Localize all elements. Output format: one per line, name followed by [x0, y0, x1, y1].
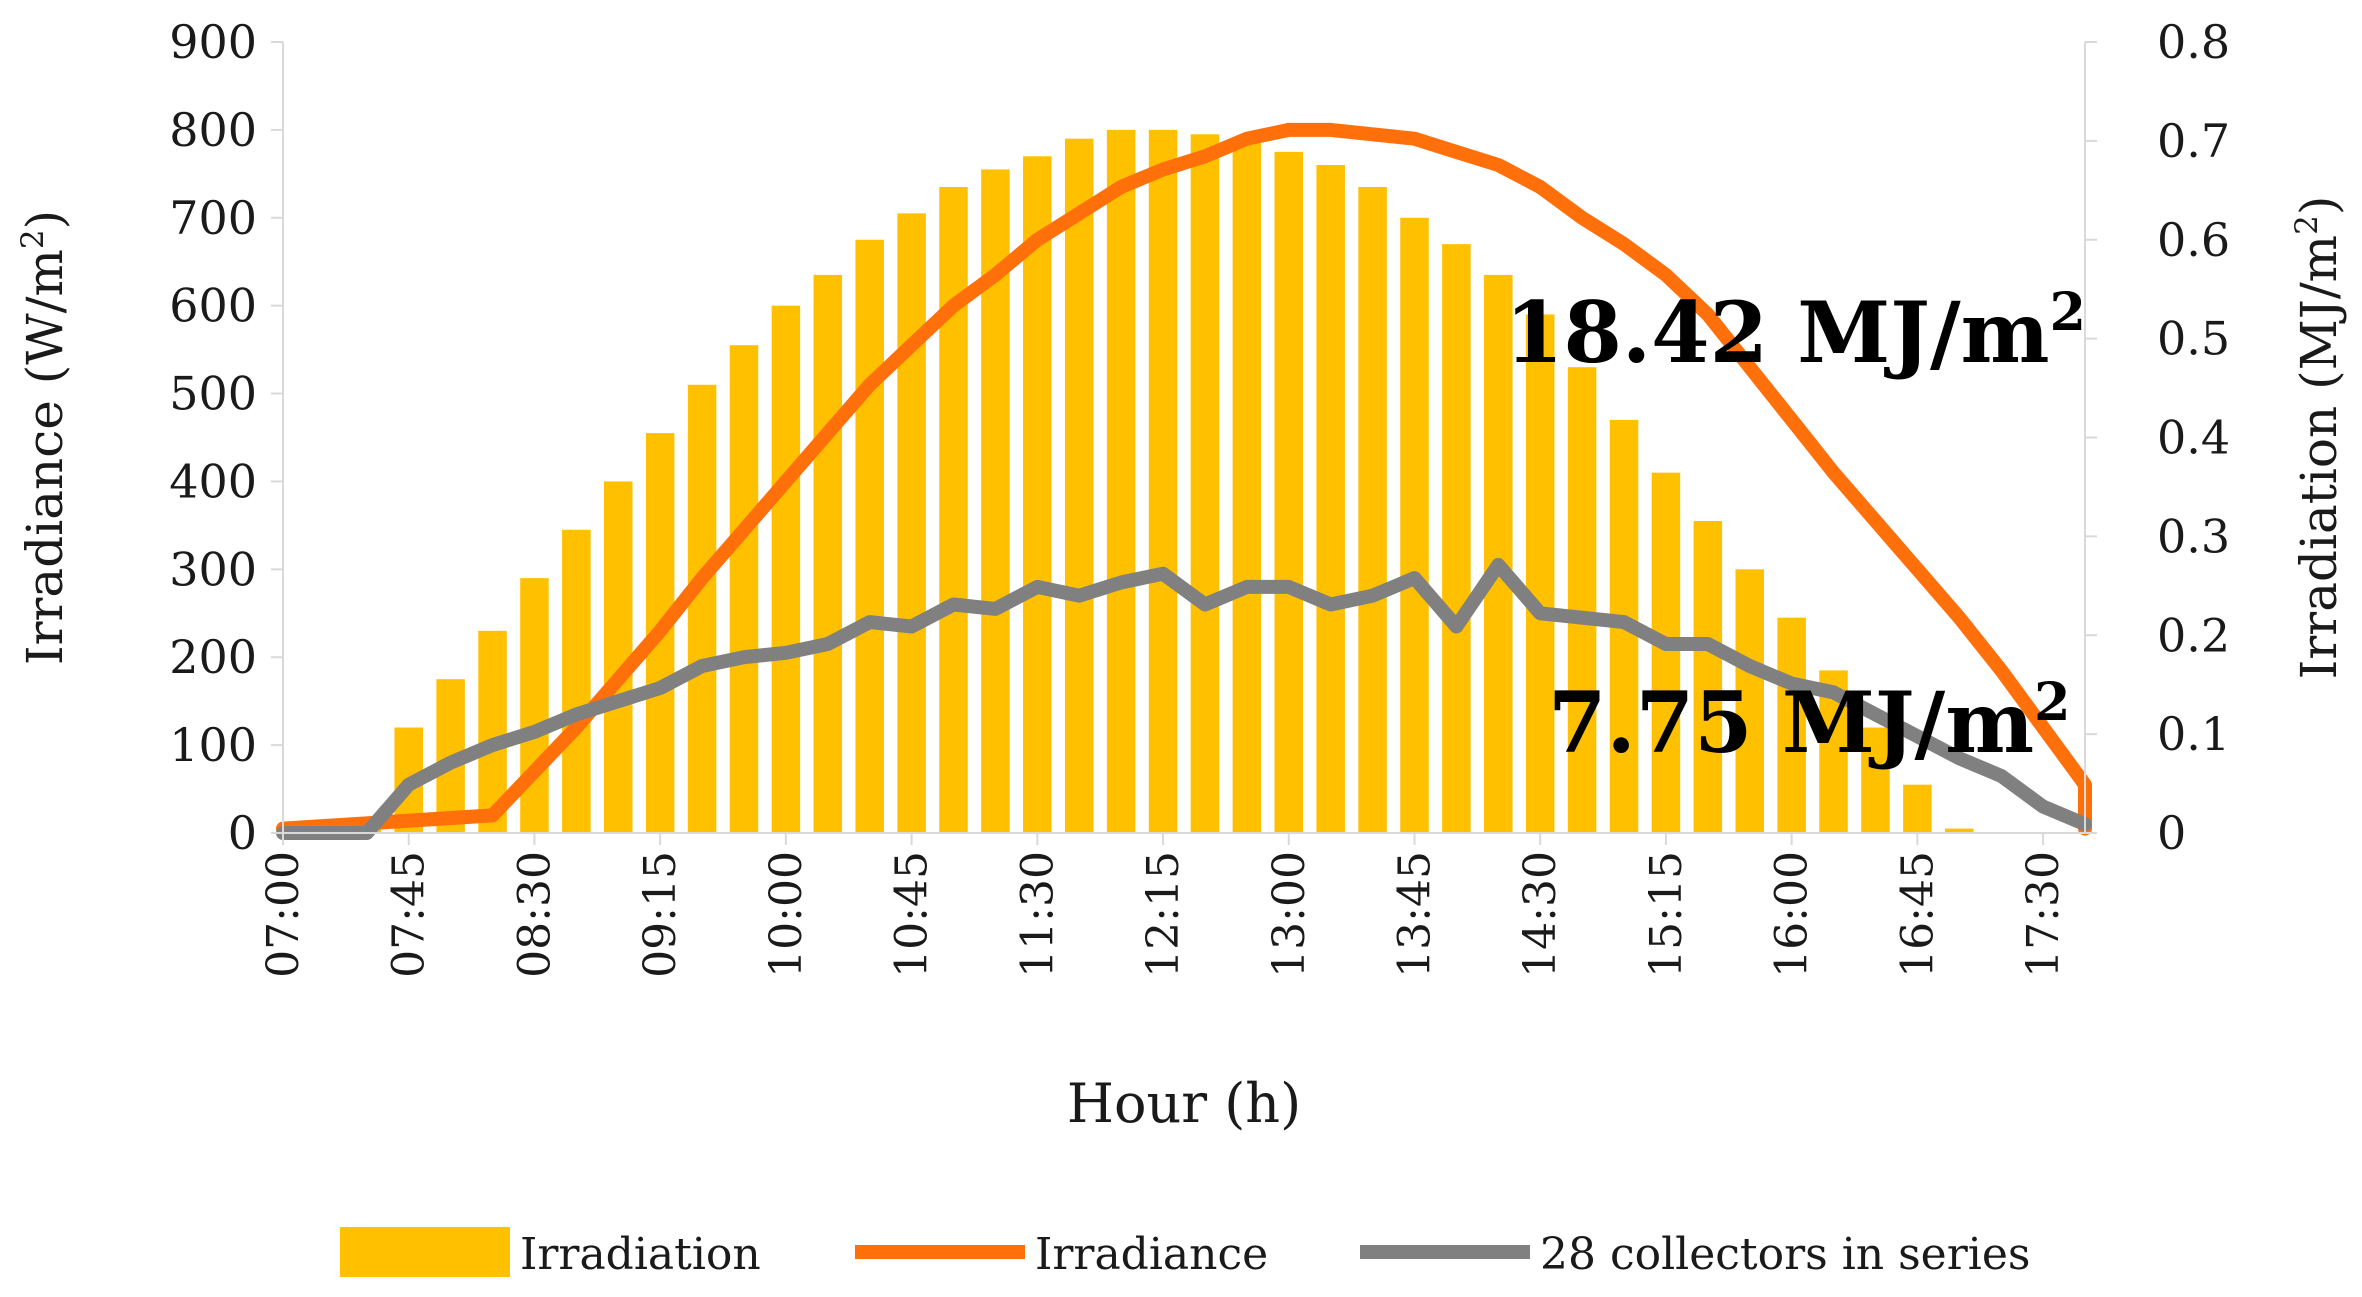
bar-irradiation: [1400, 217, 1429, 833]
bar-irradiation: [1442, 244, 1471, 834]
annotation-irradiation-total: 18.42 MJ/m2: [1505, 282, 2086, 382]
y-right-title: Irradiation (MJ/m2): [2289, 196, 2348, 680]
x-tick-label: 14:30: [1515, 851, 1566, 978]
left-tick-label: 500: [169, 367, 257, 421]
bar-irradiation: [1525, 314, 1555, 833]
left-tick-label: 0: [228, 806, 257, 860]
bar-irradiation: [1274, 151, 1304, 834]
left-tick-label: 900: [169, 15, 257, 69]
bar-irradiation: [520, 578, 549, 833]
x-tick-label: 13:00: [1264, 851, 1315, 978]
annotation-collectors-total-sup: 2: [2034, 672, 2070, 733]
y-left-title-base: Irradiance (W/m: [16, 249, 74, 665]
axis-labels: Irradiance (W/m2)Irradiation (MJ/m2)Hour…: [15, 196, 2348, 1135]
bar-irradiation: [1106, 129, 1136, 833]
right-tick-label: 0.4: [2157, 411, 2230, 465]
annotations: 18.42 MJ/m27.75 MJ/m2: [1505, 282, 2086, 772]
y-right-title-base: Irradiation (MJ/m: [2290, 235, 2348, 679]
y-left-title-end: ): [16, 210, 74, 230]
bar-irradiation: [1190, 134, 1220, 834]
bar-irradiation: [1903, 784, 1932, 833]
legend: Irradiation Irradiance 28 collectors in se…: [340, 1227, 2030, 1280]
right-tick-label: 0: [2157, 806, 2186, 860]
x-tick-label: 07:45: [384, 851, 435, 978]
line-28-collectors: [276, 557, 2092, 840]
x-tick-label: 08:30: [509, 851, 560, 978]
left-tick-label: 700: [169, 191, 257, 245]
bar-irradiation: [1064, 138, 1094, 833]
bar-irradiation: [729, 345, 759, 833]
legend-label-irradiance: Irradiance: [1035, 1229, 1268, 1280]
lines: [276, 122, 2092, 840]
y-left-title-sup: 2: [15, 229, 51, 249]
bar-irradiation: [1232, 138, 1262, 833]
line-irradiance: [276, 122, 2092, 836]
bar-irradiation: [1651, 472, 1681, 833]
legend-swatch-irradiation: [340, 1227, 510, 1277]
y-right-title-sup: 2: [2289, 215, 2325, 235]
y-right-title-end: ): [2290, 196, 2348, 216]
annotation-collectors-total: 7.75 MJ/m2: [1548, 672, 2070, 772]
left-tick-label: 200: [169, 630, 257, 684]
bar-irradiation: [687, 384, 717, 833]
annotation-collectors-total-base: 7.75 MJ/m: [1548, 673, 2034, 772]
right-tick-label: 0.8: [2157, 15, 2230, 69]
x-tick-label: 10:00: [761, 851, 812, 978]
bar-irradiation: [1945, 828, 1974, 833]
x-tick-label: 09:15: [635, 851, 686, 978]
bar-irradiation: [1358, 187, 1387, 833]
x-tick-label: 07:00: [258, 851, 309, 978]
bar-irradiation: [1693, 520, 1723, 833]
x-tick-label: 16:45: [1892, 851, 1943, 978]
left-tick-label: 600: [169, 279, 257, 333]
left-tick-label: 800: [169, 103, 257, 157]
x-tick-label: 13:45: [1389, 851, 1440, 978]
right-tick-label: 0.5: [2157, 312, 2230, 366]
x-tick-label: 11:30: [1012, 851, 1063, 978]
bar-irradiation: [562, 529, 591, 833]
x-tick-label: 12:15: [1138, 851, 1189, 978]
y-left-title: Irradiance (W/m2): [15, 210, 74, 665]
bar-irradiation: [855, 239, 884, 833]
bar-irradiation: [771, 305, 801, 834]
bar-irradiation: [813, 274, 843, 834]
x-tick-label: 16:00: [1767, 851, 1818, 978]
bar-irradiation: [1567, 367, 1597, 833]
bar-irradiation: [1484, 274, 1513, 834]
bar-irradiation: [1316, 165, 1345, 834]
right-tick-label: 0.3: [2157, 509, 2230, 563]
right-tick-label: 0.1: [2157, 707, 2230, 761]
axes: 0 100 200 300 400 500 600 700 800 900 0 0.1 0.2 0.3 0.…: [169, 15, 2230, 978]
x-tick-label: 15:15: [1641, 851, 1692, 978]
right-tick-label: 0.2: [2157, 608, 2230, 662]
left-tick-label: 100: [169, 718, 257, 772]
right-tick-label: 0.7: [2157, 114, 2230, 168]
left-tick-label: 400: [169, 454, 257, 508]
bar-irradiation: [1735, 569, 1764, 833]
bar-irradiation: [604, 481, 633, 833]
x-tick-label: 17:30: [2018, 851, 2069, 978]
bar-irradiation: [1023, 156, 1052, 833]
bar-irradiation: [897, 213, 926, 834]
right-tick-label: 0.6: [2157, 213, 2230, 267]
bar-irradiation: [1861, 727, 1890, 833]
x-tick-label: 10:45: [887, 851, 938, 978]
legend-label-28-collectors: 28 collectors in series: [1540, 1229, 2030, 1280]
bar-irradiation: [1148, 129, 1178, 833]
annotation-irradiation-total-sup: 2: [2050, 282, 2086, 343]
bar-irradiation: [1777, 617, 1806, 833]
annotation-irradiation-total-base: 18.42 MJ/m: [1505, 283, 2050, 382]
bars-irradiation: [310, 129, 1974, 834]
left-tick-label: 300: [169, 542, 257, 596]
x-axis-title: Hour (h): [1067, 1072, 1301, 1135]
legend-label-irradiation: Irradiation: [520, 1229, 761, 1280]
bar-irradiation: [939, 187, 968, 833]
